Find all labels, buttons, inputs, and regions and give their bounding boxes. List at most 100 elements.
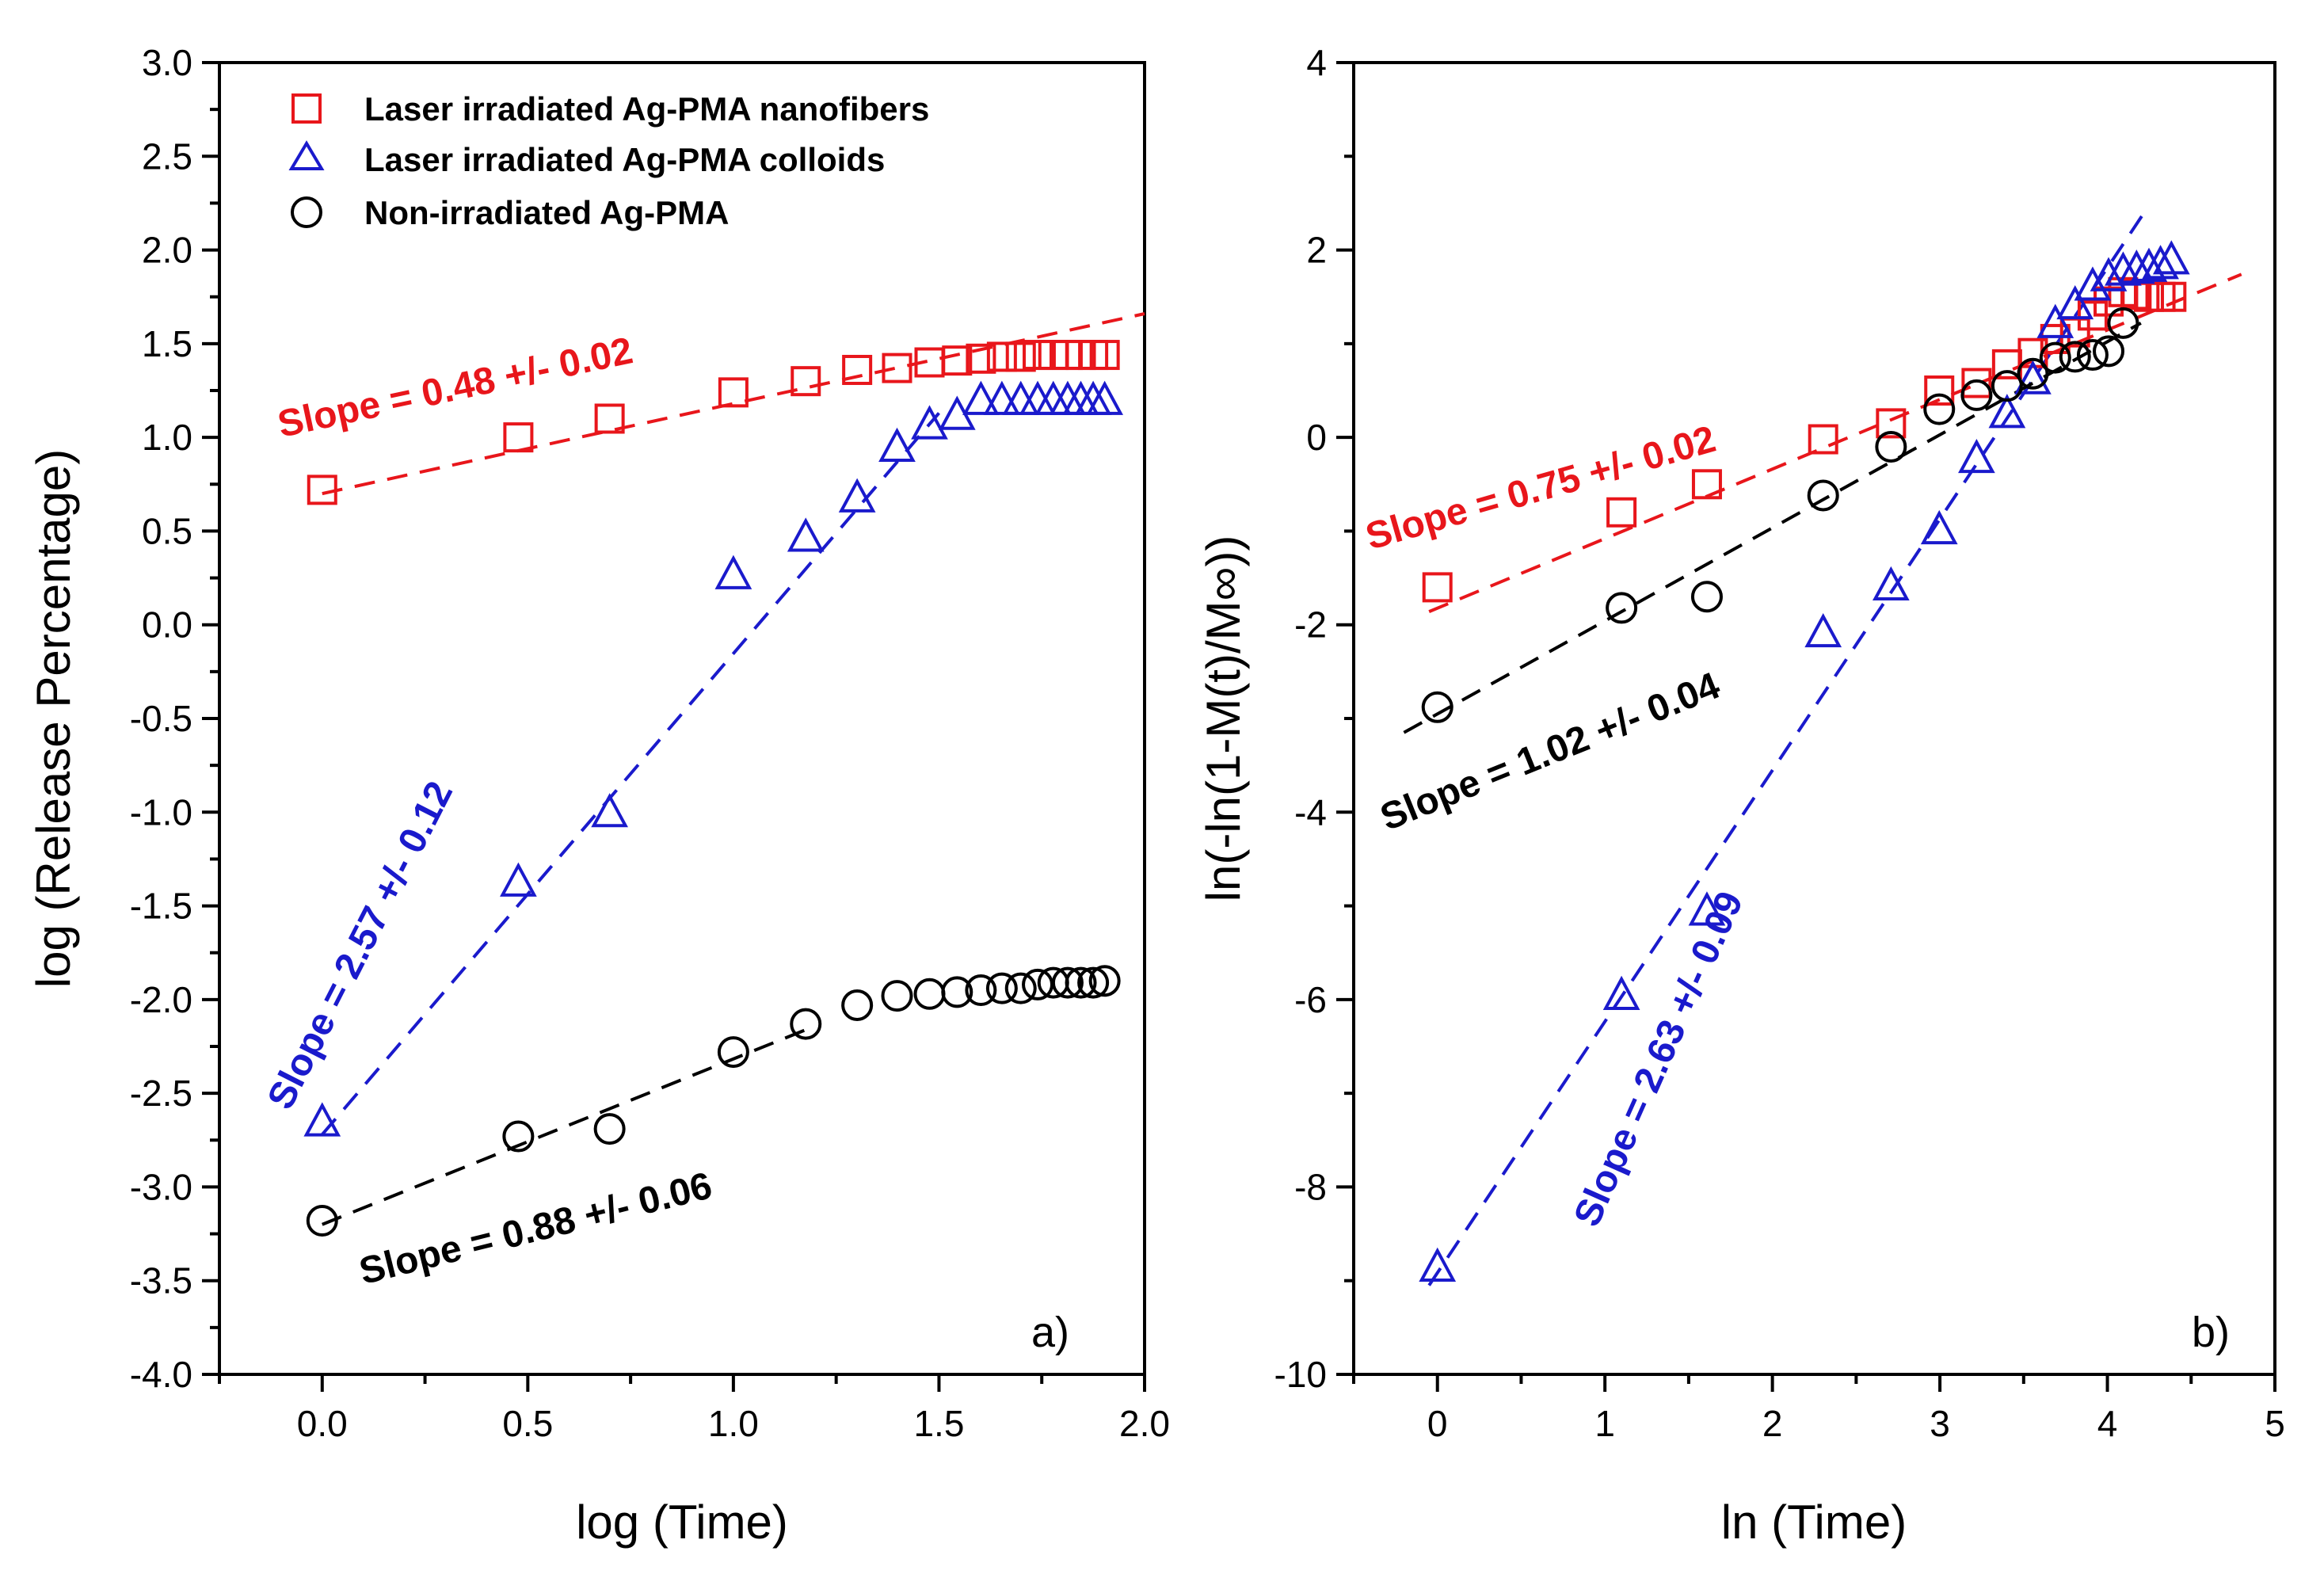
y-tick-label: -0.5 [130,698,192,739]
panel-b-y-axis-title: ln(-ln(1-M(t)/M∞)) [1197,535,1250,902]
data-point-square [966,343,996,374]
data-point-triangle [911,405,948,440]
data-point-circle [881,980,913,1012]
y-tick-label: 0.5 [142,510,192,551]
x-tick-label: 3 [1930,1403,1950,1444]
data-point-circle [2093,335,2125,368]
x-tick-label: 4 [2097,1403,2118,1444]
x-tick-label: 2.0 [1119,1403,1170,1444]
data-point-triangle [1419,1247,1457,1282]
data-point-circle [1077,966,1110,999]
data-point-square [503,422,534,453]
y-tick-label: 2 [1306,230,1327,271]
data-point-triangle [714,555,752,589]
data-point-triangle [1602,975,1640,1010]
legend-marker-square-icon [291,93,322,124]
data-point-circle [1960,379,1993,411]
y-tick-label: -1.5 [130,886,192,927]
data-point-triangle [2074,266,2112,301]
data-point-triangle [2056,284,2094,320]
y-tick-label: 1.5 [142,323,192,364]
data-point-square [1924,375,1955,406]
data-point-triangle [1920,509,1958,545]
data-point-circle [1065,966,1097,999]
data-point-square [1023,340,1053,371]
data-point-square [2040,323,2071,354]
data-point-circle [1606,592,1638,624]
y-tick-label: -2 [1294,604,1327,646]
data-point-circle [2107,307,2139,339]
data-point-circle [1875,430,1907,463]
data-point-square [986,341,1017,372]
data-point-triangle [2090,257,2128,292]
y-tick-label: -3.0 [130,1166,192,1207]
data-point-triangle [2117,250,2155,284]
x-tick-label: 1.5 [913,1403,964,1444]
y-tick-label: -4 [1294,791,1327,833]
data-point-triangle [1988,394,2026,429]
data-point-square [594,403,625,434]
x-tick-label: 1.0 [708,1403,759,1444]
data-point-triangle [838,478,876,513]
data-point-square [1606,497,1637,528]
y-tick-label: 0.0 [142,604,192,646]
y-tick-label: -2.5 [130,1073,192,1114]
data-point-square [718,377,749,408]
data-point-triangle [983,380,1021,415]
legend-label-colloids: Laser irradiated Ag-PMA colloids [364,141,885,178]
data-point-circle [2039,341,2071,374]
data-point-triangle [2014,360,2052,394]
data-point-square [1808,424,1838,455]
data-point-square [2156,281,2187,312]
y-tick-label: 2.5 [142,135,192,177]
data-point-square [307,474,337,505]
data-point-square [1005,341,1036,372]
panel-b-label: b) [2192,1309,2230,1356]
panel-a-y-axis-title: log (Release Percentage) [27,449,80,988]
legend: Laser irradiated Ag-PMA nanofibers Laser… [288,90,929,231]
panel-a-ticks: 0.0 0.5 1.0 1.5 2.0 -4.0 -3.5 -3.0 -2.5 -2.0 -1.5 -… [130,42,1170,1444]
data-point-triangle [2036,303,2074,338]
y-tick-label: -1.0 [130,791,192,833]
data-point-circle [941,976,973,1008]
legend-label-non-irradiated: Non-irradiated Ag-PMA [364,194,729,231]
data-point-circle [841,989,874,1021]
data-point-circle [1690,581,1723,613]
fit-line-triangle [321,412,940,1136]
data-point-circle [2059,341,2091,373]
y-tick-label: -10 [1274,1354,1327,1395]
panel-b-x-axis-title: ln (Time) [1721,1496,1907,1549]
data-point-square [791,366,821,397]
data-point-square [1691,469,1722,500]
data-point-triangle [303,1102,341,1137]
x-tick-label: 0.0 [297,1403,348,1444]
data-point-triangle [2142,245,2179,280]
data-point-square [1089,340,1120,371]
data-point-triangle [1804,612,1842,648]
data-point-circle [2017,357,2049,390]
data-point-circle [1991,370,2023,402]
data-point-circle [306,1205,338,1237]
data-point-triangle [1086,380,1124,415]
data-point-square [942,345,973,376]
y-tick-label: 2.0 [142,230,192,271]
panel-a-x-axis-title: log (Time) [576,1496,788,1549]
data-point-square [882,353,912,383]
panel-b-ticks: 0 1 2 3 4 5 -10 -8 -6 -4 -2 0 2 4 [1274,42,2285,1444]
x-tick-label: 0.5 [502,1403,553,1444]
y-tick-label: -2.0 [130,979,192,1020]
legend-label-nanofibers: Laser irradiated Ag-PMA nanofibers [364,90,929,128]
fit-line-circle [322,1024,817,1226]
y-tick-label: 3.0 [142,42,192,83]
x-tick-label: 2 [1762,1403,1783,1444]
data-point-square [1961,368,1992,398]
data-point-triangle [1688,891,1726,926]
data-point-triangle [787,517,825,552]
data-point-circle [1004,972,1037,1004]
data-point-circle [1088,965,1121,997]
data-point-square [842,354,873,385]
data-point-triangle [2152,240,2190,275]
data-point-square [1876,408,1907,439]
data-point-triangle [2105,251,2142,286]
data-point-circle [1421,691,1453,723]
